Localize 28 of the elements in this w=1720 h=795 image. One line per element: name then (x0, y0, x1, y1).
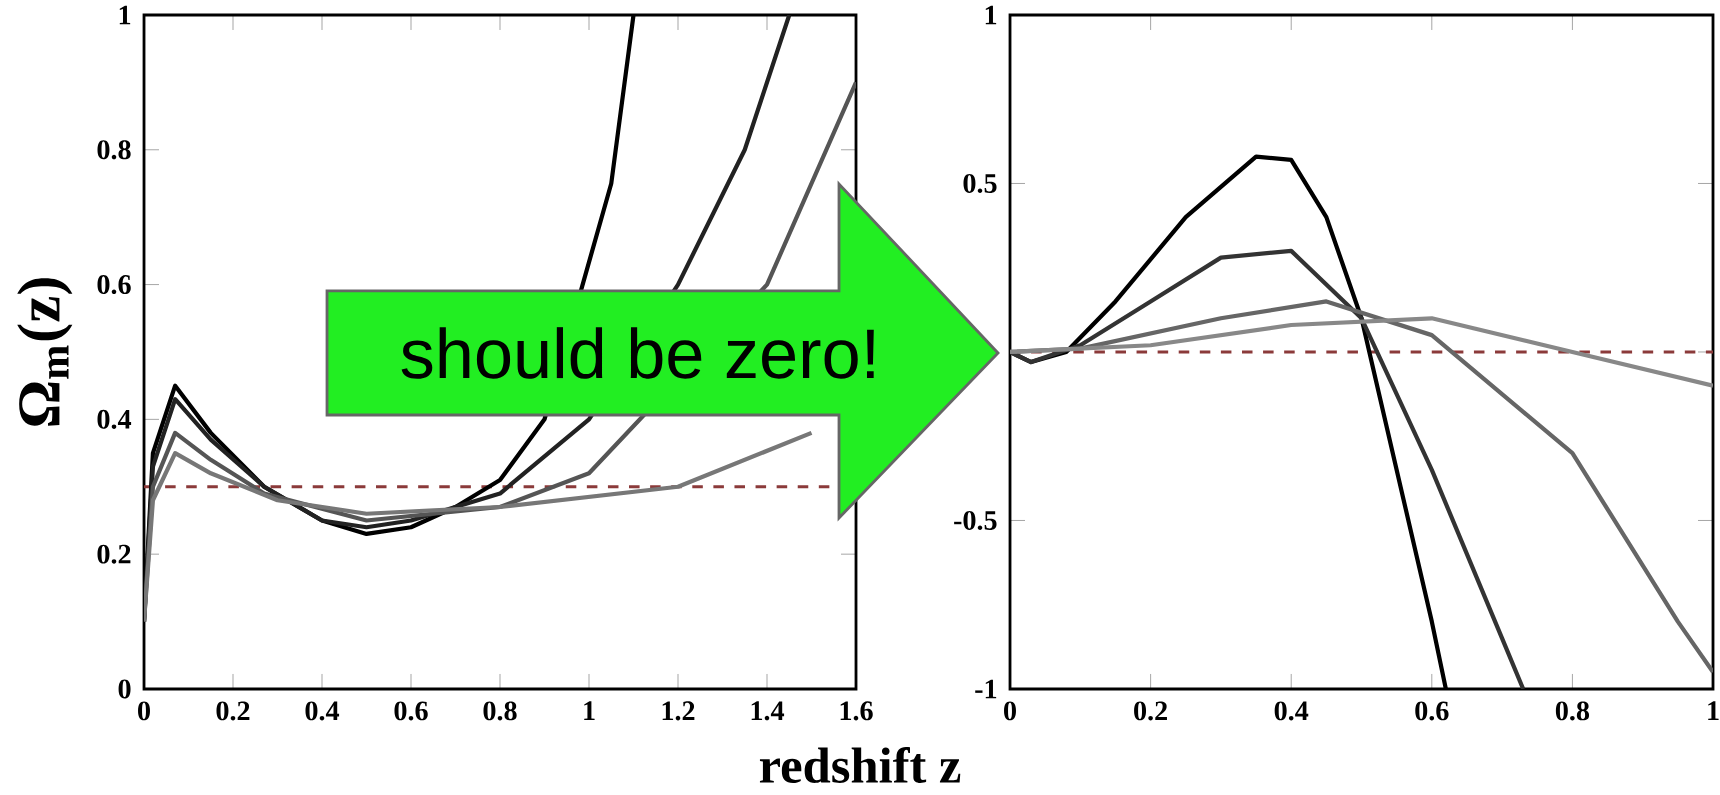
y-tick-label: 0 (118, 679, 131, 699)
x-tick-label: 1.2 (662, 701, 695, 721)
y-tick-label: -0.5 (954, 510, 997, 531)
y-tick-label: 0.6 (97, 275, 131, 295)
x-tick-label: 0.2 (1134, 701, 1167, 721)
x-tick-label: 1.6 (840, 701, 873, 721)
annotation: should be zero! (401, 327, 874, 379)
y-tick-label: 1 (985, 5, 997, 25)
x-tick-label: 1 (584, 701, 595, 720)
y-axis-title: Ω$_{m}$(z) (17, 278, 73, 426)
x-tick-label: 0.6 (394, 701, 428, 721)
x-tick-label: 0 (1004, 701, 1016, 721)
x-tick-label: 0.4 (1274, 701, 1309, 721)
y-tick-label: 0.8 (97, 140, 131, 160)
x-axis-title: redshift z (759, 746, 961, 784)
x-tick-label: 0 (138, 701, 150, 721)
y-tick-label: 0.2 (97, 544, 131, 564)
x-tick-label: 0.6 (1415, 701, 1449, 721)
x-tick-label: 0.2 (216, 701, 250, 721)
x-tick-label: 1 (1708, 701, 1719, 720)
y-tick-label: 0.5 (963, 173, 997, 194)
x-tick-label: 1.4 (751, 701, 785, 721)
y-tick-label: 1 (119, 5, 131, 25)
y-tick-label: -1 (975, 679, 997, 699)
x-tick-label: 0.8 (483, 701, 517, 721)
x-tick-label: 0.8 (1555, 701, 1590, 721)
y-tick-label: 0.4 (97, 409, 132, 429)
x-tick-label: 0.4 (305, 701, 340, 721)
